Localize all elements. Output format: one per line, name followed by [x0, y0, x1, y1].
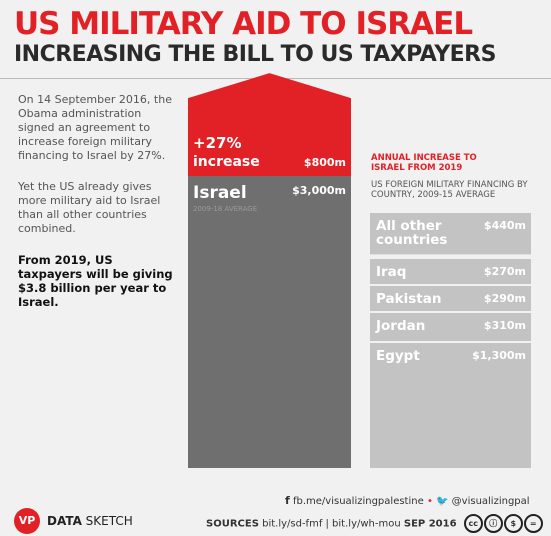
country-label-5: Egypt: [376, 348, 420, 364]
country-value-1: $440m: [484, 219, 526, 232]
country-value-2: $270m: [484, 265, 526, 278]
twitter-icon: 🐦: [436, 496, 449, 507]
legend-financing: US FOREIGN MILITARY FINANCING BY COUNTRY,…: [371, 180, 528, 200]
row-divider-3: [370, 341, 531, 343]
sources-row: SOURCES bit.ly/sd-fmf | bit.ly/wh-mou SE…: [206, 514, 543, 533]
page-title: US MILITARY AID TO ISRAEL: [14, 6, 473, 42]
brand-bold: DATA: [47, 514, 82, 528]
sources-label: SOURCES: [206, 518, 259, 530]
israel-bar: [188, 176, 351, 468]
country-label-3: Pakistan: [376, 291, 441, 307]
country-bar-5: [370, 343, 531, 468]
israel-value: $3,000m: [292, 184, 346, 197]
israel-sub: 2009-18 AVERAGE: [193, 205, 257, 213]
brand-name: DATA SKETCH: [47, 514, 133, 528]
country-value-3: $290m: [484, 292, 526, 305]
country-value-5: $1,300m: [472, 349, 526, 362]
row-divider-0: [370, 257, 531, 259]
country-bar-2: [370, 259, 531, 285]
social-links: f fb.me/visualizingpalestine • 🐦 @visual…: [285, 494, 530, 507]
brand-rest: SKETCH: [81, 514, 133, 528]
country-label-2: Iraq: [376, 264, 406, 280]
country-value-4: $310m: [484, 319, 526, 332]
country-label-4: Jordan: [375, 318, 425, 334]
row-divider-2: [370, 311, 531, 313]
twitter-link[interactable]: @visualizingpal: [451, 496, 530, 507]
taxpayer-paragraph: From 2019, US taxpayers will be giving $…: [18, 253, 173, 309]
row-divider-1: [370, 284, 531, 286]
vp-logo: VP: [14, 508, 40, 534]
increase-value: $800m: [304, 156, 346, 169]
increase-bar: [188, 73, 351, 176]
legend-annual-increase: ANNUAL INCREASE TO ISRAEL FROM 2019: [371, 153, 477, 173]
separator-dot: •: [426, 496, 437, 507]
increase-pct: +27%: [193, 134, 241, 152]
facebook-icon: f: [285, 494, 290, 507]
publish-date: SEP 2016: [403, 518, 457, 530]
comparison-paragraph: Yet the US already gives more military a…: [18, 180, 161, 235]
creative-commons-icon: cc ⓘ $ =: [463, 514, 543, 533]
country-label-1: All other countries: [376, 218, 447, 248]
country-bar-1: [370, 213, 531, 255]
sources-links[interactable]: bit.ly/sd-fmf | bit.ly/wh-mou: [262, 518, 401, 530]
country-bar-4: [370, 313, 531, 343]
israel-label: Israel: [193, 183, 247, 203]
facebook-link[interactable]: fb.me/visualizingpalestine: [292, 496, 424, 507]
increase-label: increase: [193, 154, 260, 170]
intro-paragraph: On 14 September 2016, the Obama administ…: [18, 93, 172, 162]
country-bar-3: [370, 286, 531, 314]
page-subtitle: INCREASING THE BILL TO US TAXPAYERS: [14, 42, 496, 67]
